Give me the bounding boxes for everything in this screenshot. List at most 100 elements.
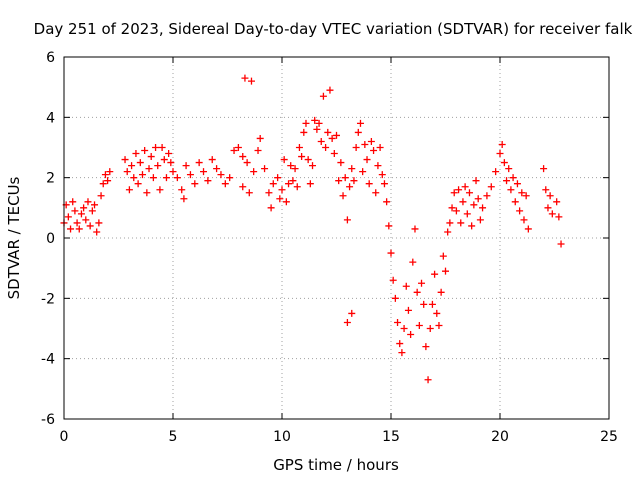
data-point [428,300,436,308]
data-point [265,189,273,197]
data-point [101,171,109,179]
data-point [483,192,491,200]
data-point [461,183,469,191]
data-point [300,128,308,136]
data-point [247,77,255,85]
y-axis-label: SDTVAR / TECUs [5,176,23,299]
data-point [496,150,504,158]
data-point [557,240,565,248]
y-tick-label: -6 [41,412,55,428]
data-point [158,144,166,151]
data-point [365,180,373,188]
data-point [182,162,190,170]
data-point [385,222,393,230]
data-point [546,192,554,200]
data-point [352,144,360,151]
y-tick-label: 0 [46,231,55,247]
data-point [474,195,482,203]
data-point [326,86,334,94]
data-point [165,150,173,158]
x-tick-label: 0 [60,429,69,445]
data-point [291,165,299,173]
data-point [311,116,319,124]
data-point [77,210,85,218]
data-point [433,309,441,317]
data-point [84,198,92,206]
data-point [363,156,371,164]
data-point [476,216,484,224]
data-point [361,140,369,148]
data-point [73,219,81,227]
data-point [516,207,524,215]
data-point [437,288,445,296]
data-point [267,204,275,212]
data-point [337,159,345,167]
data-point [452,207,460,215]
data-point [71,207,79,215]
data-point [463,210,471,218]
data-point [372,189,380,197]
data-point [97,192,105,200]
data-point [396,340,404,348]
data-point [217,171,225,179]
data-point [162,174,170,182]
data-point [426,325,434,332]
axis-ticks: 0 5 10 15 20 25 -6 -4 -2 0 2 4 6 [41,50,618,445]
data-point [470,201,478,209]
data-point [503,177,511,185]
data-point [444,228,452,236]
data-point [389,276,397,284]
data-point [298,153,306,161]
data-point [278,186,286,194]
x-tick-label: 15 [382,429,400,445]
data-point [88,207,96,215]
data-point [289,177,297,185]
data-point [455,186,463,194]
data-point [555,213,563,221]
data-point [82,216,90,224]
data-point [376,144,384,151]
data-point [317,137,325,145]
data-point [540,165,548,173]
data-point [378,171,386,179]
data-point [125,186,133,194]
data-point [276,195,284,203]
y-tick-label: -4 [41,352,55,368]
data-point [553,198,561,206]
data-point [424,376,432,384]
data-point [95,219,103,227]
data-point [465,189,473,197]
data-point [254,147,262,155]
data-point [239,153,247,161]
data-point [136,159,144,167]
data-point [91,201,99,209]
data-point [356,119,364,127]
data-point [180,195,188,203]
chart-title: Day 251 of 2023, Sidereal Day-to-day VTE… [34,20,633,38]
data-point [518,189,526,197]
data-point [295,144,303,151]
y-tick-label: 6 [46,50,55,66]
data-point [374,162,382,170]
data-points [60,74,565,384]
data-point [322,144,330,151]
data-point [448,204,456,212]
data-point [130,174,138,182]
data-point [213,165,221,173]
data-point [380,180,388,188]
data-point [243,159,251,167]
data-point [93,228,101,236]
data-point [149,174,157,182]
data-point [479,204,487,212]
data-point [134,180,142,188]
data-point [415,321,423,329]
y-tick-label: 2 [46,171,55,187]
data-point [143,189,151,197]
data-point [520,216,528,224]
data-point [411,225,419,233]
data-point [509,174,517,182]
data-point [402,282,410,290]
grid-lines [64,57,609,419]
data-point [404,306,412,314]
data-point [507,186,515,194]
